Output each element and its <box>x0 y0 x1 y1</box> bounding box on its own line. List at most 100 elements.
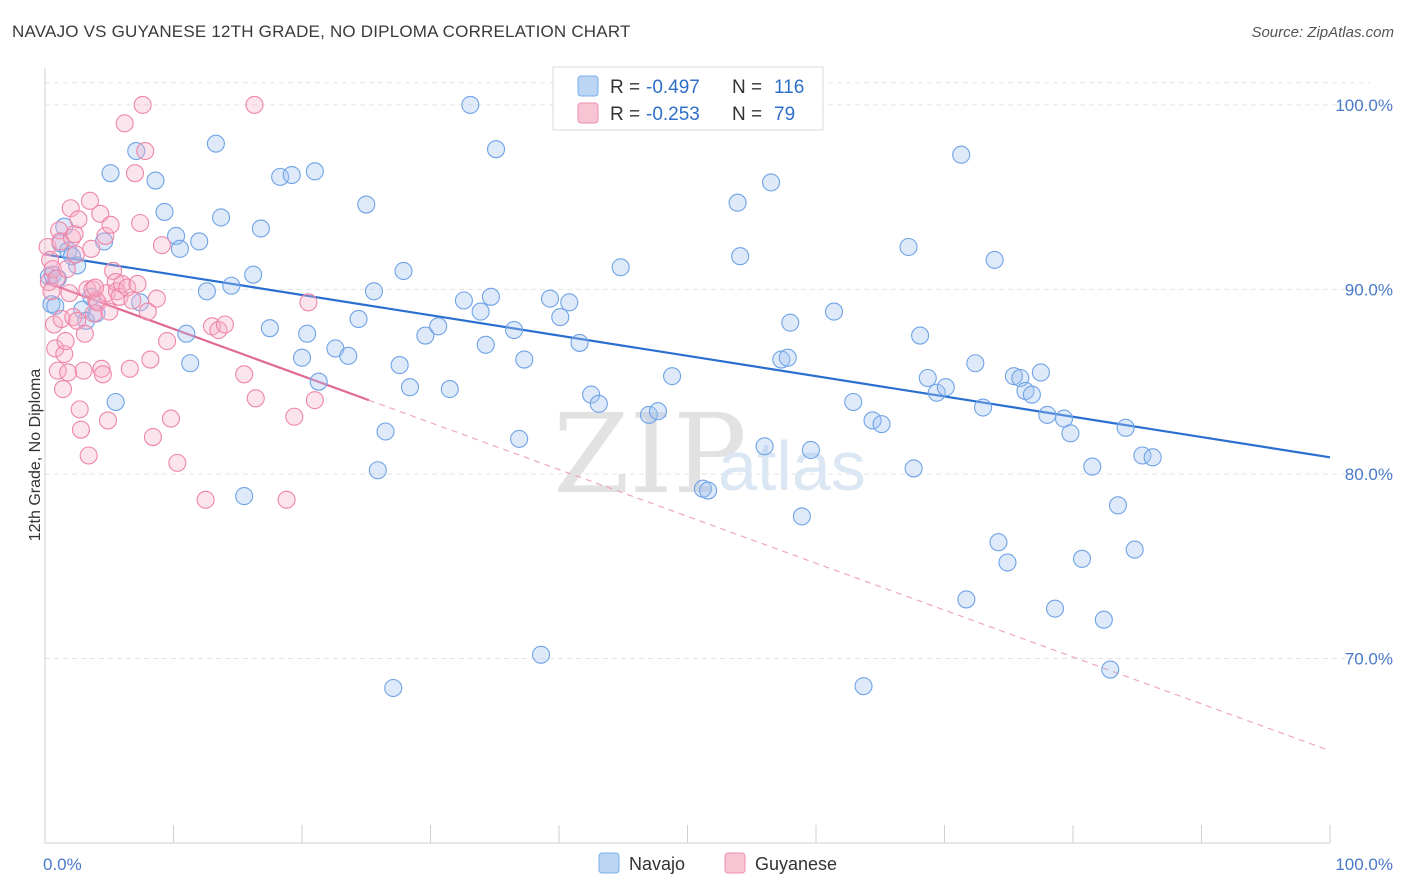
legend-swatch-navajo <box>577 75 599 97</box>
point-navajo <box>531 645 551 664</box>
point-guyanese <box>147 289 166 308</box>
point-guyanese <box>161 409 180 428</box>
point-guyanese <box>98 411 118 430</box>
point-guyanese <box>82 239 101 258</box>
point-navajo <box>1108 496 1128 515</box>
point-guyanese <box>141 350 160 369</box>
y-tick-label: 90.0% <box>1345 280 1393 299</box>
point-navajo <box>454 291 473 310</box>
point-guyanese <box>70 400 89 419</box>
point-navajo <box>400 378 419 397</box>
point-navajo <box>872 415 891 434</box>
point-guyanese <box>133 95 152 114</box>
point-navajo <box>481 287 500 306</box>
point-navajo <box>772 350 791 369</box>
point-navajo <box>282 165 301 185</box>
point-guyanese <box>59 363 78 382</box>
point-navajo <box>936 378 955 397</box>
point-guyanese <box>65 225 84 244</box>
point-navajo <box>292 348 312 367</box>
x-tick-label: 100.0% <box>1335 855 1393 874</box>
point-guyanese <box>158 332 177 351</box>
point-guyanese <box>91 204 110 223</box>
point-navajo <box>801 440 820 460</box>
point-guyanese <box>196 490 215 509</box>
point-navajo <box>251 219 270 238</box>
legend-r-value-navajo: -0.497 <box>646 77 700 98</box>
point-guyanese <box>101 215 120 234</box>
point-guyanese <box>47 269 66 288</box>
point-navajo <box>101 164 120 183</box>
y-tick-label: 70.0% <box>1345 649 1393 668</box>
point-navajo <box>985 250 1004 269</box>
point-guyanese <box>86 278 105 297</box>
bottom-legend-label-navajo: Navajo <box>629 854 685 874</box>
point-navajo <box>298 324 317 343</box>
bottom-legend-swatch-guyanese <box>724 852 746 874</box>
point-navajo <box>190 232 209 251</box>
point-navajo <box>778 348 797 367</box>
point-guyanese <box>215 315 234 334</box>
point-navajo <box>648 402 667 421</box>
point-navajo <box>376 422 395 441</box>
point-navajo <box>899 237 918 257</box>
trend-extension-guyanese <box>368 399 1331 752</box>
point-guyanese <box>277 490 296 509</box>
point-navajo <box>699 481 718 500</box>
point-navajo <box>416 326 435 345</box>
point-guyanese <box>57 260 76 279</box>
point-navajo <box>731 247 750 266</box>
point-navajo <box>1072 549 1092 568</box>
point-guyanese <box>51 232 70 251</box>
point-navajo <box>781 313 800 332</box>
point-navajo <box>863 411 882 430</box>
bottom-legend-label-guyanese: Guyanese <box>755 854 837 874</box>
point-navajo <box>177 324 196 343</box>
point-navajo <box>73 300 92 319</box>
point-navajo <box>429 317 448 336</box>
point-navajo <box>1125 540 1144 559</box>
bottom-legend: Navajo Guyanese <box>598 852 837 874</box>
point-guyanese <box>115 114 134 133</box>
point-navajo <box>222 276 241 295</box>
point-navajo <box>146 171 165 190</box>
point-guyanese <box>123 291 142 310</box>
point-guyanese <box>52 309 71 329</box>
point-navajo <box>510 429 529 448</box>
point-guyanese <box>69 210 88 229</box>
point-guyanese <box>168 453 187 472</box>
data-points <box>38 95 1162 698</box>
point-guyanese <box>79 446 98 465</box>
point-navajo <box>206 134 225 153</box>
trend-line-guyanese <box>44 281 370 402</box>
trend-lines <box>44 253 1331 752</box>
legend-n-label-guyanese: N = <box>732 104 762 125</box>
point-navajo <box>728 193 747 212</box>
legend-n-label-navajo: N = <box>732 77 762 98</box>
source-label: Source: ZipAtlas.com <box>1251 24 1394 41</box>
point-guyanese <box>43 260 62 279</box>
point-navajo <box>589 394 608 413</box>
point-guyanese <box>138 302 157 321</box>
point-guyanese <box>136 141 155 161</box>
point-guyanese <box>74 361 93 380</box>
chart-title: NAVAJO VS GUYANESE 12TH GRADE, NO DIPLOM… <box>12 22 631 41</box>
point-navajo <box>486 140 506 159</box>
point-navajo <box>570 333 589 352</box>
point-navajo <box>1022 385 1041 404</box>
point-guyanese <box>53 380 73 399</box>
point-navajo <box>540 289 560 308</box>
point-navajo <box>966 354 985 373</box>
point-navajo <box>235 487 254 506</box>
point-guyanese <box>96 226 115 245</box>
point-navajo <box>1094 610 1113 629</box>
point-navajo <box>364 282 384 301</box>
point-navajo <box>560 293 579 312</box>
point-navajo <box>339 346 358 365</box>
point-guyanese <box>71 420 91 439</box>
point-guyanese <box>93 365 112 384</box>
y-tick-labels: 70.0% 80.0% 90.0% 100.0% <box>1335 96 1393 669</box>
point-navajo <box>1061 424 1080 443</box>
point-guyanese <box>152 236 171 255</box>
point-navajo <box>1116 418 1135 437</box>
